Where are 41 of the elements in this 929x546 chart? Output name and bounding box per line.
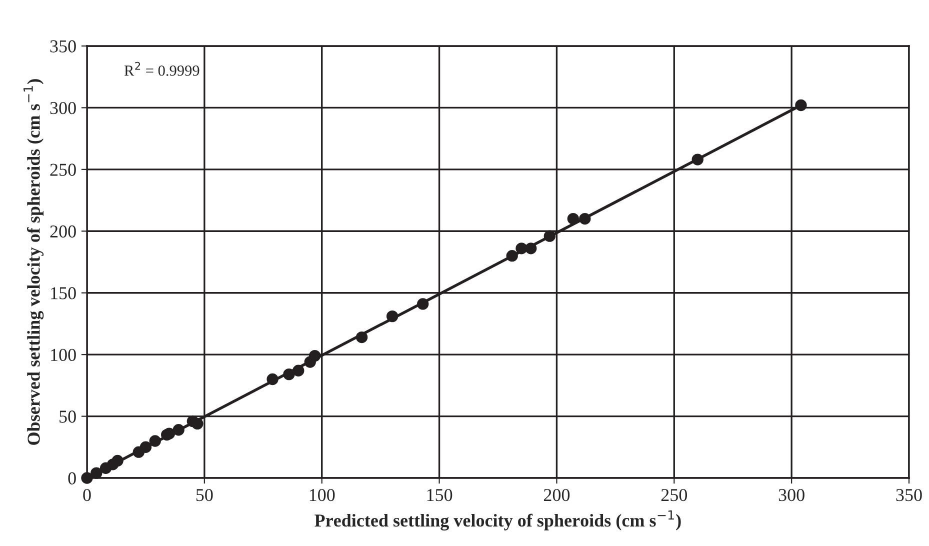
point — [516, 242, 528, 254]
x-tick-label: 300 — [778, 488, 804, 502]
point — [544, 230, 556, 242]
x-axis-title: Predicted settling velocity of spheroids (cm s$^{−1}$) — [314, 510, 681, 530]
y-tick-label: 100 — [51, 348, 76, 362]
point — [90, 467, 102, 479]
point — [266, 373, 278, 386]
y-tick-label: 0 — [68, 472, 76, 484]
x-tick-label: 50 — [196, 488, 213, 502]
point — [140, 441, 152, 453]
x-tick-label: 0 — [83, 488, 91, 502]
y-tick-label: 300 — [50, 102, 76, 114]
point — [506, 250, 518, 262]
y-tick-label: 350 — [50, 40, 76, 52]
x-tick-label: 350 — [896, 488, 922, 502]
x-tick-label: 150 — [427, 488, 452, 502]
point — [172, 424, 184, 436]
point — [283, 368, 295, 380]
y-tick-label: 200 — [50, 225, 76, 238]
x-tick-label: 100 — [310, 488, 335, 502]
point — [692, 154, 704, 166]
y-tick-label: 250 — [50, 164, 76, 176]
y-tick-label: 150 — [51, 287, 76, 300]
point — [192, 418, 204, 430]
y-axis-title: Observed settling velocity of spheroids (cm s$^{−1}$) — [24, 79, 44, 445]
x-tick-label: 250 — [661, 488, 687, 502]
point — [525, 242, 537, 254]
y-tick-label: 50 — [60, 410, 76, 423]
point — [356, 331, 368, 344]
point — [292, 364, 304, 376]
annotation: R$^{2}$ = 0.9999 — [124, 62, 200, 76]
x-tick-label: 200 — [544, 488, 570, 502]
point — [417, 298, 429, 310]
point — [81, 472, 93, 484]
point — [795, 99, 807, 112]
point — [149, 435, 161, 447]
point — [386, 310, 398, 322]
point — [567, 212, 579, 225]
point — [112, 454, 124, 467]
point — [579, 212, 591, 225]
point — [308, 350, 321, 362]
